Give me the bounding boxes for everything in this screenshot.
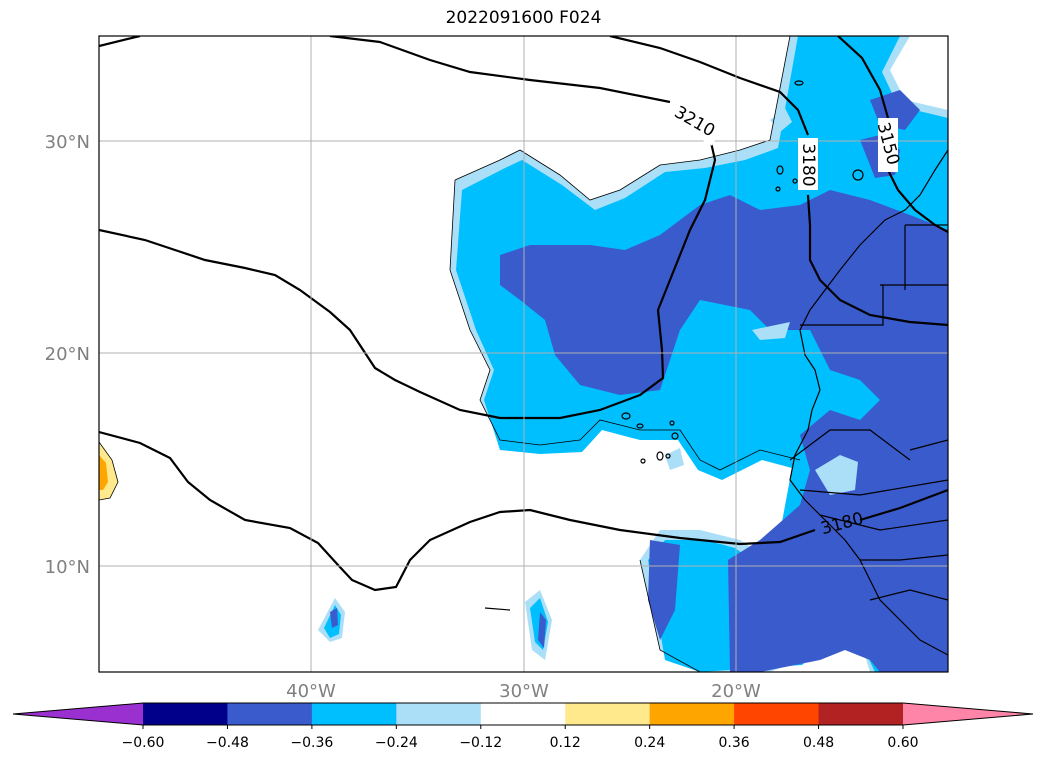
colorbar-tick-label: −0.24 xyxy=(375,735,418,751)
map-layers xyxy=(99,36,948,672)
lon-tick-20w: 20°W xyxy=(711,681,761,702)
colorbar-tick-label: 0.12 xyxy=(550,735,581,751)
colorbar-bin xyxy=(480,703,566,725)
colorbar: −0.60 −0.48 −0.36 −0.24 −0.12 0.12 0.24 0.36 0.4… xyxy=(12,702,1034,751)
coastlines xyxy=(789,149,948,656)
islands xyxy=(484,80,864,611)
shading-positive xyxy=(99,442,118,500)
colorbar-bin xyxy=(649,703,735,725)
shading-holes xyxy=(665,108,858,495)
colorbar-bin xyxy=(818,703,904,725)
colorbar-tick-label: −0.12 xyxy=(459,735,502,751)
contour-label-3180-north: 3180 xyxy=(798,143,818,186)
contour-line-3180-south xyxy=(99,430,816,592)
colorbar-tick-label: 0.24 xyxy=(634,735,665,751)
lon-tick-40w: 40°W xyxy=(286,681,336,702)
colorbar-tick-label: −0.36 xyxy=(290,735,333,751)
colorbar-tick-label: −0.60 xyxy=(122,735,165,751)
colorbar-extend-high xyxy=(903,703,1033,725)
lon-tick-labels: 40°W 30°W 20°W xyxy=(286,681,761,702)
colorbar-bin xyxy=(227,703,313,725)
anomaly-outline xyxy=(99,36,801,672)
contour-labels: 3210 3180 3150 3180 xyxy=(665,96,903,539)
map-frame xyxy=(98,35,949,673)
colorbar-bin xyxy=(734,703,820,725)
contour-line-3210-west xyxy=(99,36,141,48)
lat-tick-labels: 30°N 20°N 10°N xyxy=(45,132,90,578)
lat-tick-20n: 20°N xyxy=(45,344,90,365)
colorbar-tick-label: 0.36 xyxy=(719,735,750,751)
lat-tick-30n: 30°N xyxy=(45,132,90,153)
height-contours xyxy=(99,36,948,592)
contour-line-3150 xyxy=(887,169,948,233)
contour-line-3210 xyxy=(99,137,717,420)
lat-tick-10n: 10°N xyxy=(45,557,90,578)
contour-line-3180-north xyxy=(806,194,948,327)
colorbar-extend-low xyxy=(13,703,143,725)
colorbar-bin xyxy=(311,703,397,725)
colorbar-bin xyxy=(143,703,228,725)
colorbar-tick-label: 0.48 xyxy=(803,735,834,751)
colorbar-bin xyxy=(396,703,482,725)
lon-tick-30w: 30°W xyxy=(499,681,549,702)
map-title: 2022091600 F024 xyxy=(445,8,602,28)
colorbar-tick-label: 0.60 xyxy=(887,735,918,751)
colorbar-tick-label: −0.48 xyxy=(206,735,249,751)
colorbar-bin xyxy=(565,703,651,725)
